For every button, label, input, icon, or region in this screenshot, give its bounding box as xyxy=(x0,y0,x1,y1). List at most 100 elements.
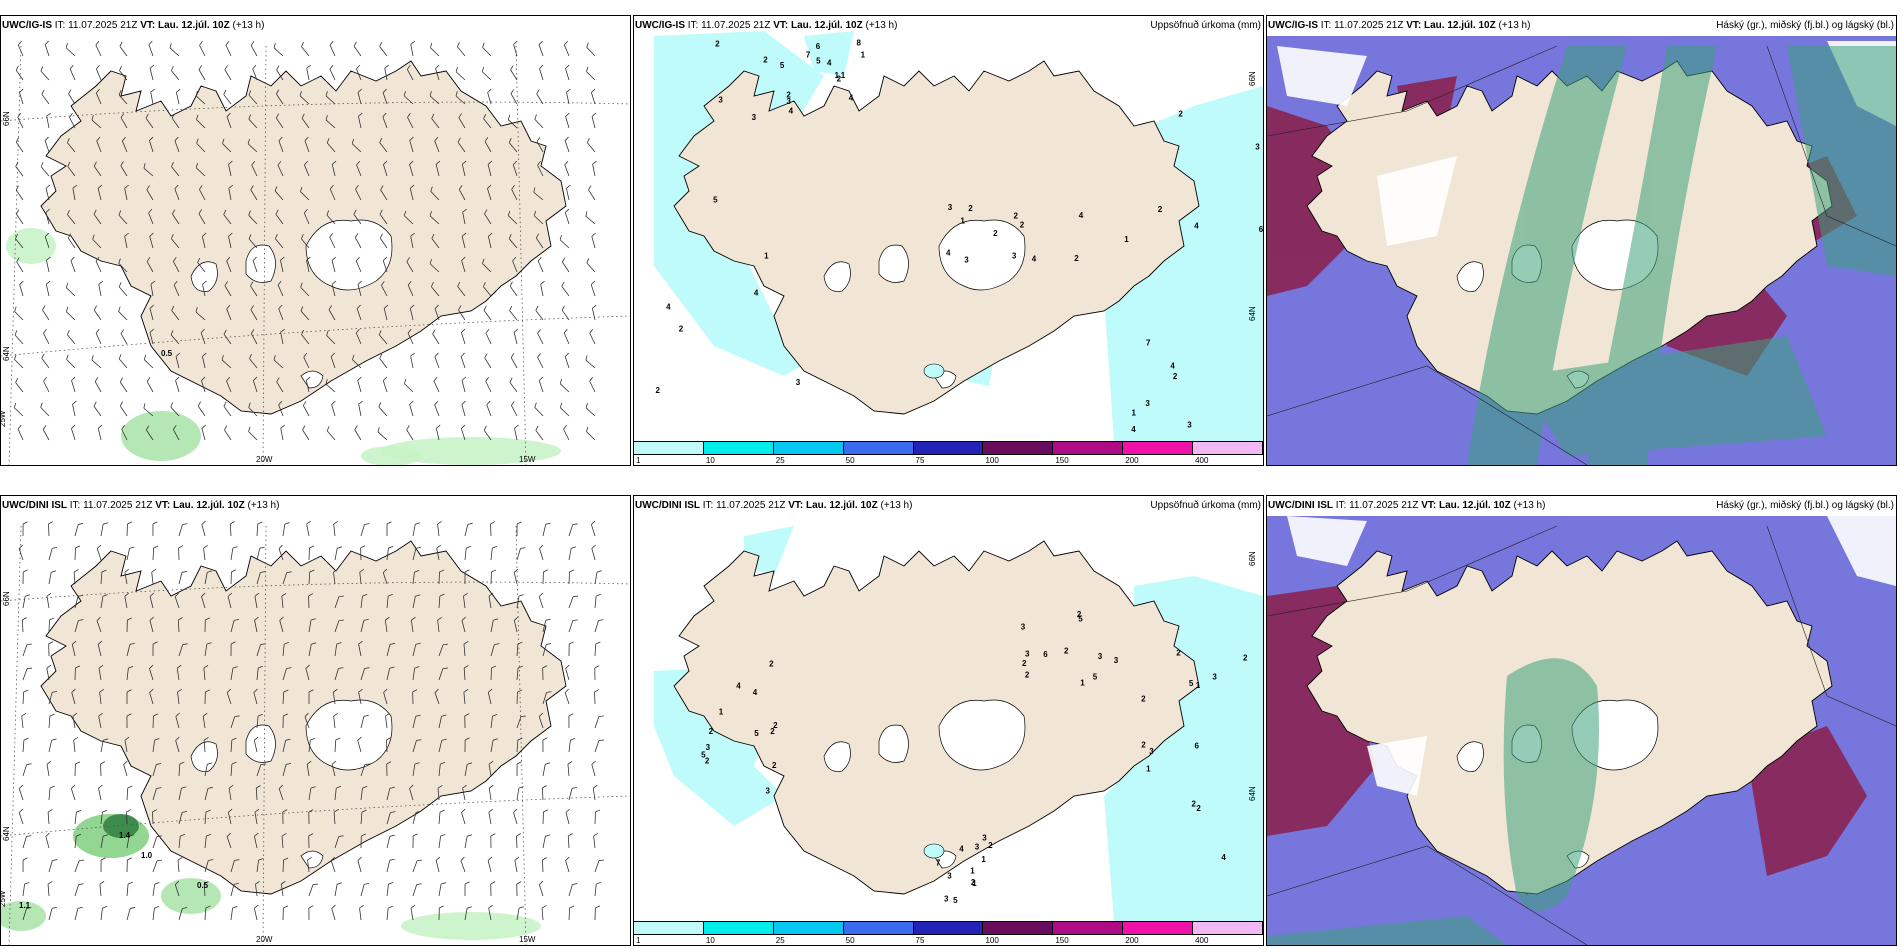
wind-barb-feather xyxy=(594,665,600,669)
wind-barb xyxy=(247,143,258,153)
wind-barb-feather xyxy=(250,185,254,190)
wind-barb-feather xyxy=(19,88,24,93)
wind-barb xyxy=(195,311,206,321)
wind-barb xyxy=(508,119,518,129)
wind-barb xyxy=(535,430,544,441)
precip-value-label: 3 xyxy=(796,378,801,387)
wind-barb-feather xyxy=(303,401,307,406)
wind-patch xyxy=(161,878,221,914)
wind-barb-feather xyxy=(91,355,94,361)
wind-barb xyxy=(175,716,180,729)
wind-barb-feather xyxy=(195,162,198,168)
wind-barb-feather xyxy=(488,688,493,693)
wind-barb-feather xyxy=(45,832,50,837)
lon-label: 15W xyxy=(519,455,536,464)
wind-barb xyxy=(383,308,388,321)
wind-barb-feather xyxy=(440,834,446,837)
wind-barb-feather xyxy=(464,569,470,573)
wind-barb xyxy=(67,334,76,345)
wind-barb-feather xyxy=(282,809,288,813)
wind-barb-feather xyxy=(533,210,537,216)
wind-barb-feather xyxy=(143,403,146,409)
wind-barb xyxy=(175,380,180,393)
wind-barb-feather xyxy=(330,352,335,357)
wind-barb xyxy=(461,404,466,417)
wind-barb xyxy=(383,164,388,177)
wind-barb-feather xyxy=(461,424,466,429)
wind-barb-feather xyxy=(487,160,493,165)
wind-barb-feather xyxy=(70,256,75,261)
wind-barb xyxy=(152,908,155,921)
wind-barb xyxy=(431,286,440,297)
wind-barb xyxy=(203,740,206,753)
wind-barb-feather xyxy=(230,641,236,645)
wind-barb xyxy=(386,668,390,681)
wind-barb xyxy=(533,215,544,225)
wind-barb xyxy=(490,523,492,537)
wind-barb-feather xyxy=(355,328,360,334)
wind-barb-feather xyxy=(589,328,594,334)
wind-barb-feather xyxy=(364,763,370,766)
wind-barb xyxy=(15,238,24,249)
wind-barb xyxy=(196,143,206,153)
wind-barb xyxy=(100,596,104,609)
wind-barb-feather xyxy=(330,856,336,861)
wind-barb-feather xyxy=(232,906,238,909)
wind-barb xyxy=(17,44,24,57)
wind-barb-feather xyxy=(382,568,388,573)
wind-barb xyxy=(196,119,206,129)
wind-barb xyxy=(511,405,518,417)
wind-barb-feather xyxy=(436,544,441,549)
legend-swatch xyxy=(843,921,914,935)
wind-barb xyxy=(516,835,518,849)
precip-value-label: 7 xyxy=(806,51,811,60)
wind-barb-feather xyxy=(103,522,109,525)
wind-barb xyxy=(71,644,76,657)
wind-barb-feather xyxy=(586,258,590,264)
wind-barb xyxy=(594,596,597,609)
boundary-line xyxy=(1267,45,1558,137)
wind-barb-feather xyxy=(410,904,416,909)
wind-barb xyxy=(48,692,53,705)
wind-barb-feather xyxy=(378,330,382,335)
wind-barb-feather xyxy=(462,208,467,213)
wind-barb-feather xyxy=(13,402,17,408)
wind-barb xyxy=(71,428,76,441)
wind-barb-feather xyxy=(169,43,172,49)
wind-barb xyxy=(435,428,440,441)
wind-barb xyxy=(334,739,337,753)
wind-barb xyxy=(21,716,24,729)
wind-barb-feather xyxy=(511,401,515,406)
wind-barb-feather xyxy=(250,305,254,310)
wind-barb-feather xyxy=(201,424,206,429)
wind-barb xyxy=(203,548,206,561)
wind-barb xyxy=(594,572,598,585)
wind-barb-feather xyxy=(545,834,551,837)
wind-barb xyxy=(152,788,157,801)
wind-barb-feather xyxy=(156,763,162,765)
wind-barb xyxy=(143,407,154,417)
wind-barb-feather xyxy=(150,88,155,93)
wind-barb-feather xyxy=(362,594,368,597)
wind-barb xyxy=(178,572,183,585)
legend-swatch xyxy=(773,921,844,935)
wind-barb-feather xyxy=(224,281,228,286)
wind-barb xyxy=(201,428,206,441)
wind-barb-feather xyxy=(389,834,395,837)
wind-barb-feather xyxy=(256,785,261,789)
wind-barb-feather xyxy=(228,784,234,789)
precip-value-label: 4 xyxy=(1079,211,1084,220)
wind-barb xyxy=(91,359,102,369)
wind-barb xyxy=(535,310,544,321)
wind-barb xyxy=(351,143,362,153)
wind-barb-feather xyxy=(596,881,602,885)
precip-value-label: 4 xyxy=(1194,222,1199,231)
wind-barb xyxy=(198,69,206,81)
wind-barb-feather xyxy=(250,41,255,46)
wind-barb-feather xyxy=(386,737,391,741)
wind-barb xyxy=(230,764,233,777)
wind-barb-feather xyxy=(248,426,251,432)
wind-barb xyxy=(280,332,284,345)
wind-barb-feather xyxy=(198,209,202,214)
